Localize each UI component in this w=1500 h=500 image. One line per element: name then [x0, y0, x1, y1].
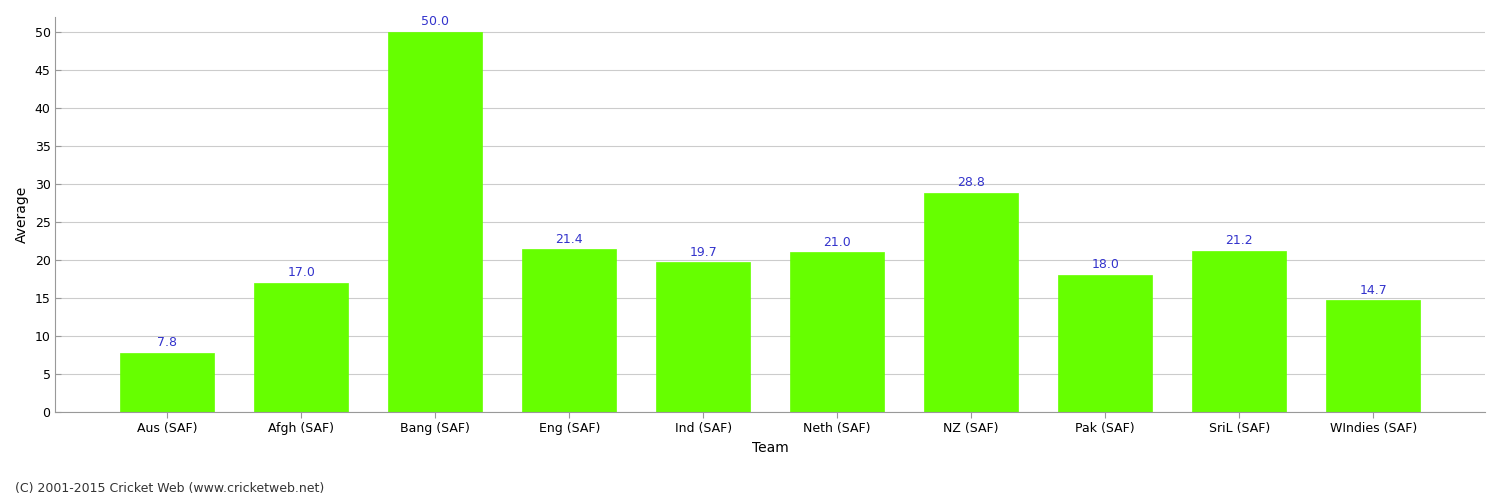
Text: 19.7: 19.7: [690, 246, 717, 258]
Y-axis label: Average: Average: [15, 186, 28, 243]
Text: 21.0: 21.0: [824, 236, 850, 248]
Text: 7.8: 7.8: [158, 336, 177, 349]
Text: (C) 2001-2015 Cricket Web (www.cricketweb.net): (C) 2001-2015 Cricket Web (www.cricketwe…: [15, 482, 324, 495]
X-axis label: Team: Team: [752, 441, 789, 455]
Bar: [657, 262, 750, 412]
Text: 18.0: 18.0: [1090, 258, 1119, 272]
Text: 21.4: 21.4: [555, 232, 584, 245]
Bar: [1326, 300, 1420, 412]
Bar: [1192, 251, 1286, 412]
Bar: [120, 353, 214, 412]
Bar: [790, 252, 883, 412]
Text: 14.7: 14.7: [1359, 284, 1388, 296]
Bar: [924, 193, 1019, 412]
Bar: [1059, 276, 1152, 412]
Text: 21.2: 21.2: [1226, 234, 1252, 247]
Bar: [522, 250, 616, 412]
Bar: [388, 32, 482, 412]
Text: 28.8: 28.8: [957, 176, 986, 190]
Bar: [255, 283, 348, 412]
Text: 17.0: 17.0: [288, 266, 315, 279]
Text: 50.0: 50.0: [422, 16, 450, 28]
